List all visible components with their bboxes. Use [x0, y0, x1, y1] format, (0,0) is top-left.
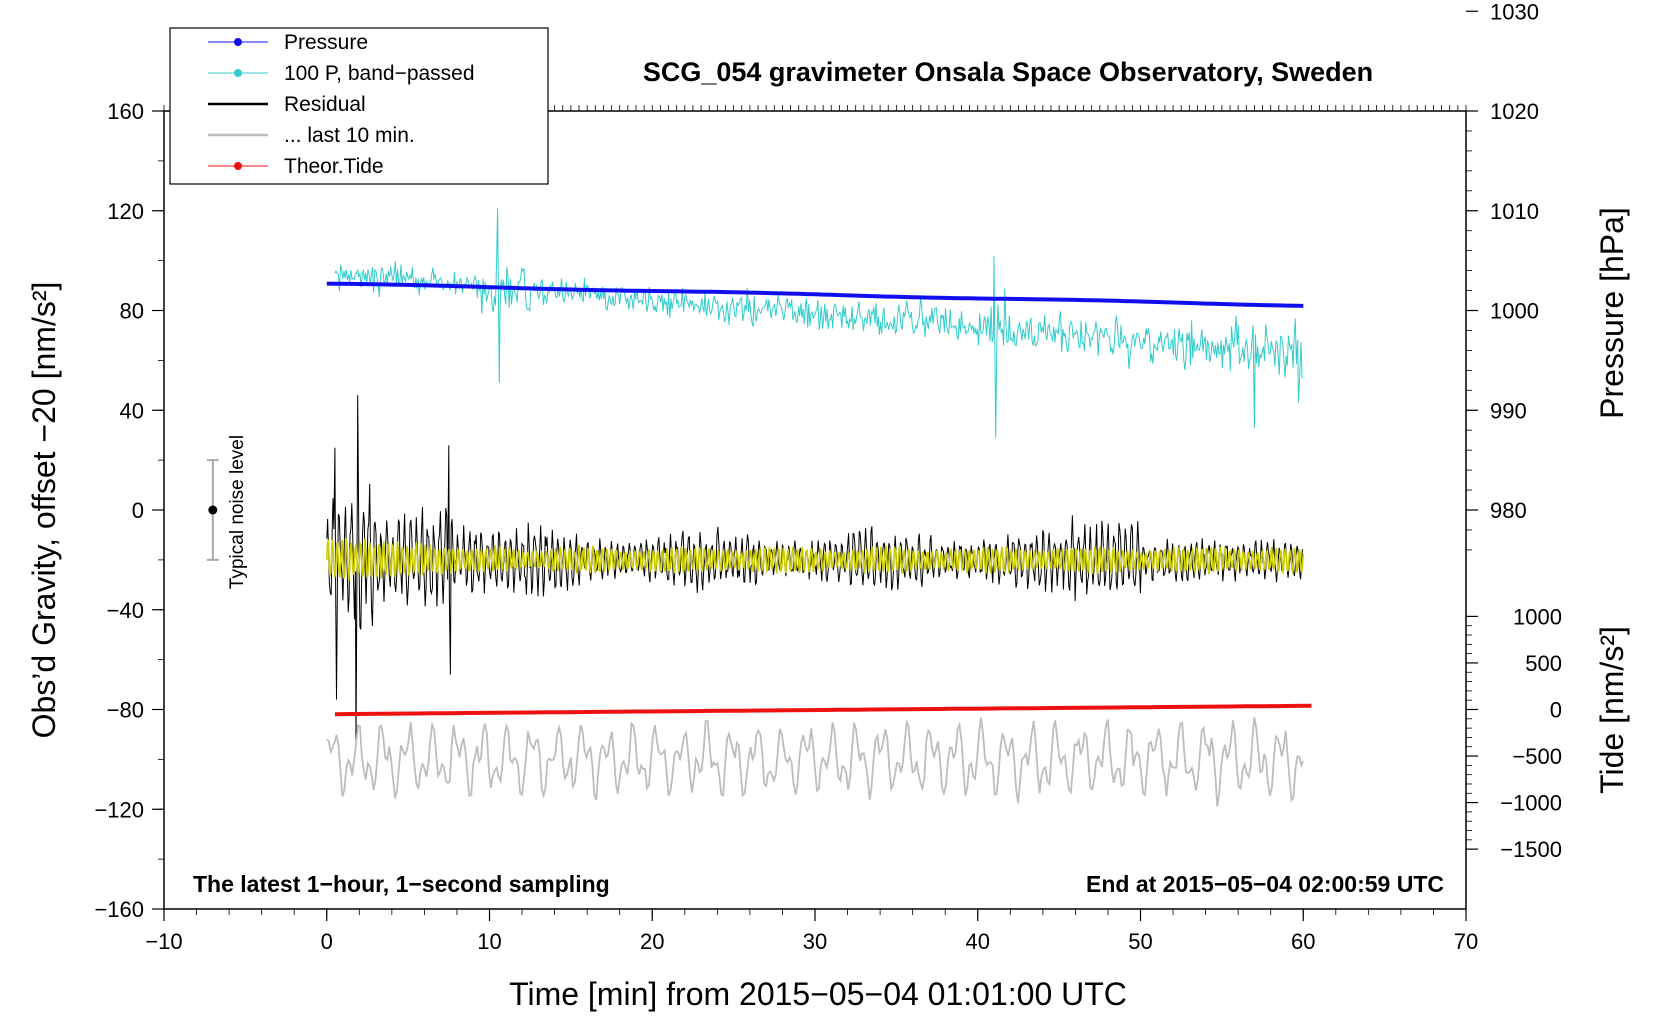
y-axis-title-pressure: Pressure [hPa]: [1594, 207, 1630, 419]
pressure-tick-label: 1030: [1490, 0, 1539, 24]
annotation-bottom-right: End at 2015−05−04 02:00:59 UTC: [1086, 871, 1444, 897]
x-tick-label: 20: [640, 929, 664, 954]
y-tick-label: 0: [132, 498, 144, 523]
series-last10min-line: [326, 717, 1305, 807]
pressure-tick-label: 1010: [1490, 199, 1539, 224]
x-tick-label: 30: [803, 929, 827, 954]
x-tick-label: 10: [477, 929, 501, 954]
noise-level-label: Typical noise level: [227, 435, 248, 589]
chart-title: SCG_054 gravimeter Onsala Space Observat…: [643, 57, 1373, 87]
y-tick-label: 120: [107, 199, 144, 224]
series-residual-line: [326, 395, 1303, 750]
tide-tick-label: −500: [1512, 744, 1562, 769]
series-residual-filtered-line: [326, 538, 1304, 581]
pressure-tick-label: 980: [1490, 498, 1527, 523]
y-tick-label: 40: [120, 398, 144, 423]
series-layer: [326, 208, 1312, 807]
tide-tick-label: −1500: [1500, 837, 1562, 862]
series-pressure-line: [326, 281, 1304, 308]
legend-swatch-marker: [234, 38, 242, 46]
x-tick-label: 70: [1454, 929, 1478, 954]
y-tick-label: −80: [107, 698, 144, 723]
pressure-tick-label: 1020: [1490, 99, 1539, 124]
y-tick-label: −40: [107, 598, 144, 623]
annotation-bottom-left: The latest 1−hour, 1−second sampling: [193, 871, 610, 897]
legend-entry-label: ... last 10 min.: [284, 124, 415, 147]
text-layer: SCG_054 gravimeter Onsala Space Observat…: [26, 57, 1630, 1012]
axes-layer: −10 0 10 20 30 40 50 60 7016012080400−40−80−120−…: [94, 0, 1562, 954]
tide-tick-label: 500: [1525, 651, 1562, 676]
x-tick-label: 60: [1291, 929, 1315, 954]
y-axis-title-left: Obs’d Gravity, offset −20 [nm/s²]: [26, 282, 62, 739]
tide-tick-label: −1000: [1500, 791, 1562, 816]
y-axis-title-tide: Tide [nm/s²]: [1594, 626, 1630, 794]
series-tide-line: [334, 703, 1312, 717]
tide-tick-label: 0: [1550, 698, 1562, 723]
y-tick-label: −160: [94, 897, 144, 922]
pressure-tick-label: 990: [1490, 398, 1527, 423]
legend-swatch-marker: [234, 162, 242, 170]
y-tick-label: 80: [120, 299, 144, 324]
noise-bar-center: [208, 505, 218, 515]
legend-entry-label: 100 P, band−passed: [284, 62, 475, 85]
legend: Pressure 100 P, band−passed Residual ... la…: [169, 27, 549, 185]
y-tick-label: −120: [94, 797, 144, 822]
tide-tick-label: 1000: [1513, 604, 1562, 629]
series-bandpassed-line: [334, 208, 1303, 438]
legend-entry-label: Pressure: [284, 31, 368, 54]
x-axis-title: Time [min] from 2015−05−04 01:01:00 UTC: [509, 976, 1127, 1012]
legend-entry-label: Theor.Tide: [284, 155, 384, 178]
y-tick-label: 160: [107, 99, 144, 124]
x-tick-label: 0: [321, 929, 333, 954]
x-tick-label: 50: [1128, 929, 1152, 954]
legend-swatch-marker: [234, 69, 242, 77]
legend-entry-label: Residual: [284, 93, 366, 116]
x-tick-label: 40: [966, 929, 990, 954]
pressure-tick-label: 1000: [1490, 299, 1539, 324]
legend-box: [169, 27, 549, 185]
x-tick-label: −10: [145, 929, 182, 954]
